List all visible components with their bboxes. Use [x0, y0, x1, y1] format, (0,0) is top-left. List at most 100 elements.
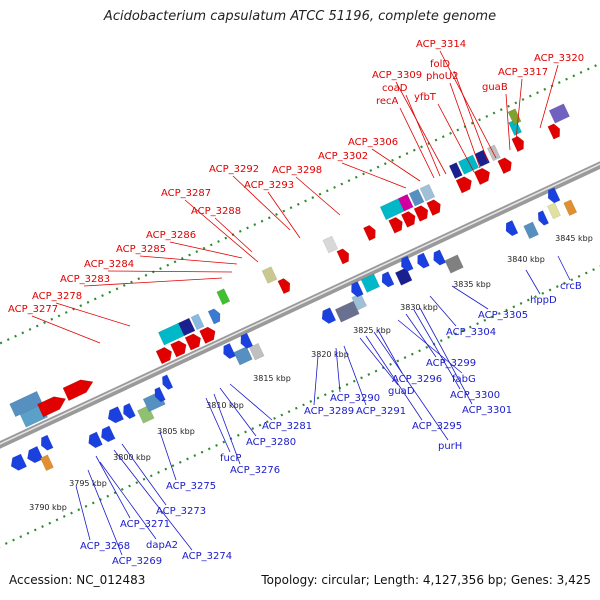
reverse-gene-27[interactable] — [505, 220, 519, 237]
forward-label-20[interactable]: guaB — [482, 82, 508, 93]
forward-gene-29[interactable] — [486, 144, 501, 162]
reverse-label-3[interactable]: ACP_3271 — [120, 519, 170, 530]
forward-gene-9[interactable] — [184, 333, 201, 351]
forward-gene-12[interactable] — [216, 288, 231, 306]
reverse-gene-2[interactable] — [40, 434, 54, 451]
reverse-gene-13[interactable] — [248, 342, 265, 361]
reverse-label-6[interactable]: ACP_3275 — [166, 481, 216, 492]
forward-label-9[interactable]: ACP_3292 — [209, 164, 259, 175]
forward-gene-8[interactable] — [170, 340, 187, 358]
reverse-gene-11[interactable] — [162, 374, 174, 390]
reverse-label-21[interactable]: ACP_3301 — [462, 405, 512, 416]
reverse-gene-17[interactable] — [334, 300, 360, 323]
forward-label-12[interactable]: ACP_3306 — [348, 137, 398, 148]
forward-gene-32[interactable] — [497, 157, 512, 175]
forward-gene-22[interactable] — [388, 217, 403, 234]
forward-gene-15[interactable] — [322, 235, 339, 254]
forward-gene-20[interactable] — [408, 188, 425, 207]
forward-label-7[interactable]: ACP_3287 — [161, 188, 211, 199]
forward-label-1[interactable]: ACP_3278 — [32, 291, 82, 302]
forward-gene-25[interactable] — [426, 199, 441, 216]
forward-label-4[interactable]: ACP_3285 — [116, 244, 166, 255]
reverse-gene-15[interactable] — [240, 332, 254, 349]
forward-label-6[interactable]: ACP_3288 — [191, 206, 241, 217]
forward-gene-16[interactable] — [336, 248, 350, 265]
reverse-gene-7[interactable] — [123, 402, 136, 419]
reverse-gene-3[interactable] — [40, 454, 54, 472]
forward-gene-3[interactable] — [62, 379, 94, 402]
forward-label-3[interactable]: ACP_3284 — [84, 259, 134, 270]
reverse-gene-4[interactable] — [88, 431, 103, 449]
reverse-gene-21[interactable] — [381, 271, 395, 288]
reverse-label-8[interactable]: ACP_3276 — [230, 465, 280, 476]
reverse-label-19[interactable]: ACP_3299 — [426, 358, 476, 369]
reverse-gene-19[interactable] — [351, 281, 364, 298]
forward-label-8[interactable]: ACP_3293 — [244, 180, 294, 191]
reverse-label-11[interactable]: ACP_3289 — [304, 406, 354, 417]
reverse-gene-10[interactable] — [154, 386, 166, 403]
reverse-gene-22[interactable] — [394, 267, 413, 286]
reverse-gene-16[interactable] — [321, 307, 337, 324]
forward-gene-31[interactable] — [473, 167, 490, 186]
reverse-gene-0[interactable] — [10, 453, 28, 471]
reverse-gene-6[interactable] — [107, 406, 125, 424]
reverse-gene-24[interactable] — [417, 252, 430, 269]
reverse-label-5[interactable]: ACP_3273 — [156, 506, 206, 517]
forward-label-22[interactable]: ACP_3320 — [534, 53, 584, 64]
reverse-gene-20[interactable] — [360, 273, 381, 293]
reverse-label-10[interactable]: ACP_3281 — [262, 421, 312, 432]
reverse-gene-1[interactable] — [27, 445, 44, 464]
reverse-gene-25[interactable] — [433, 249, 447, 266]
forward-gene-28[interactable] — [474, 149, 490, 168]
reverse-label-13[interactable]: ACP_3291 — [356, 406, 406, 417]
forward-gene-27[interactable] — [457, 154, 480, 175]
forward-label-15[interactable]: ACP_3309 — [372, 70, 422, 81]
forward-label-18[interactable]: folD — [430, 59, 450, 70]
reverse-gene-30[interactable] — [547, 202, 561, 220]
forward-gene-17[interactable] — [363, 224, 376, 242]
reverse-label-18[interactable]: fabG — [452, 374, 476, 385]
reverse-gene-12[interactable] — [233, 346, 253, 366]
forward-gene-5[interactable] — [177, 317, 196, 337]
reverse-label-12[interactable]: ACP_3290 — [330, 393, 380, 404]
forward-label-19[interactable]: ACP_3314 — [416, 39, 466, 50]
forward-gene-36[interactable] — [548, 103, 570, 124]
forward-gene-7[interactable] — [155, 347, 172, 365]
forward-gene-6[interactable] — [190, 313, 205, 331]
reverse-label-15[interactable]: ACP_3295 — [412, 421, 462, 432]
reverse-label-25[interactable]: crcB — [560, 281, 582, 292]
reverse-gene-29[interactable] — [537, 210, 550, 226]
forward-gene-11[interactable] — [207, 308, 221, 325]
forward-gene-26[interactable] — [448, 162, 463, 179]
reverse-label-17[interactable]: ACP_3296 — [392, 374, 442, 385]
forward-gene-10[interactable] — [199, 326, 216, 344]
reverse-gene-32[interactable] — [547, 187, 561, 204]
reverse-label-9[interactable]: ACP_3280 — [246, 437, 296, 448]
forward-label-11[interactable]: ACP_3302 — [318, 151, 368, 162]
reverse-gene-26[interactable] — [444, 254, 464, 274]
reverse-label-22[interactable]: ACP_3304 — [446, 327, 496, 338]
reverse-gene-5[interactable] — [101, 425, 116, 443]
reverse-gene-14[interactable] — [223, 342, 236, 360]
forward-gene-23[interactable] — [400, 211, 416, 228]
reverse-label-4[interactable]: ACP_3274 — [182, 551, 232, 562]
forward-gene-21[interactable] — [419, 183, 436, 202]
reverse-label-20[interactable]: ACP_3300 — [450, 390, 500, 401]
forward-gene-37[interactable] — [547, 123, 561, 140]
forward-gene-33[interactable] — [511, 135, 524, 153]
forward-gene-13[interactable] — [261, 266, 278, 284]
reverse-label-24[interactable]: hppD — [530, 295, 557, 306]
reverse-label-16[interactable]: purH — [438, 441, 462, 452]
reverse-label-1[interactable]: ACP_3269 — [112, 556, 162, 567]
forward-gene-24[interactable] — [413, 205, 429, 222]
forward-gene-2[interactable] — [37, 396, 67, 418]
forward-label-16[interactable]: yfbT — [414, 92, 437, 103]
forward-label-0[interactable]: ACP_3277 — [8, 304, 58, 315]
reverse-label-7[interactable]: fucP — [220, 453, 241, 464]
reverse-gene-28[interactable] — [523, 221, 539, 240]
reverse-label-23[interactable]: ACP_3305 — [478, 310, 528, 321]
reverse-label-14[interactable]: guaD — [388, 386, 415, 397]
forward-gene-30[interactable] — [455, 176, 472, 194]
forward-gene-14[interactable] — [277, 278, 291, 295]
reverse-gene-31[interactable] — [563, 199, 578, 217]
